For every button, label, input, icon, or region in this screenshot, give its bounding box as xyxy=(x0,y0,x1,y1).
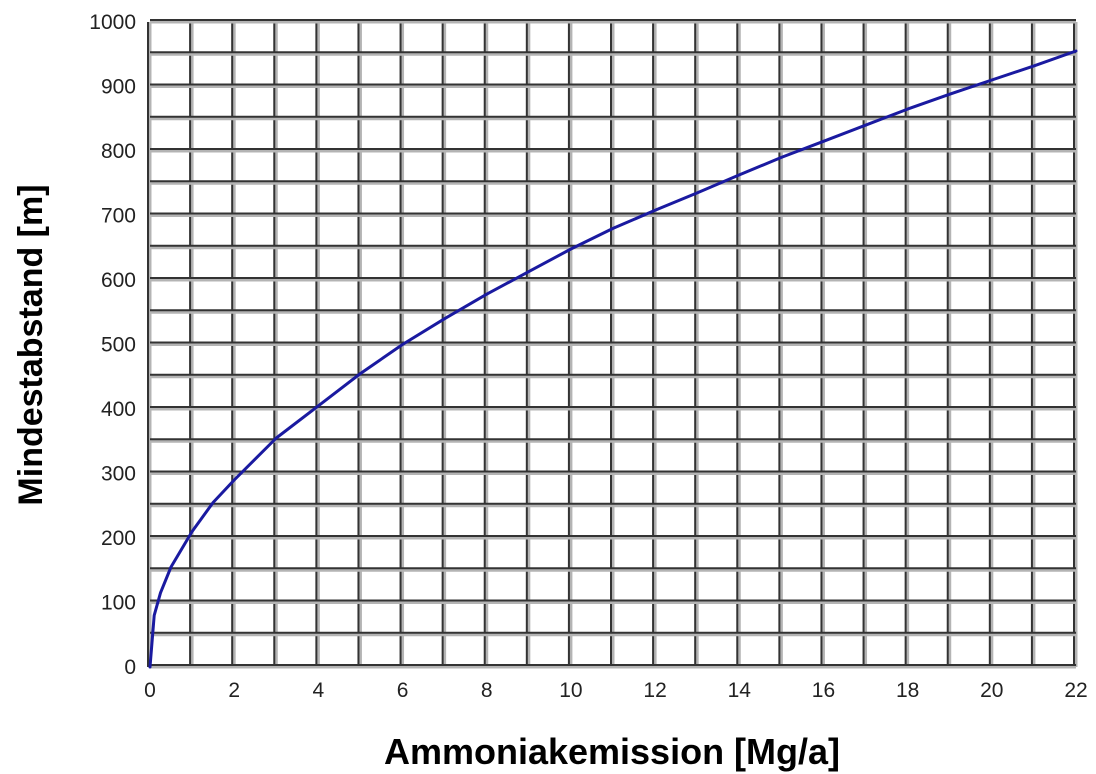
x-tick-label: 6 xyxy=(397,679,409,702)
x-tick-label: 14 xyxy=(728,679,752,702)
x-tick-label: 0 xyxy=(144,679,156,702)
x-tick-label: 8 xyxy=(481,679,493,702)
y-tick-label: 700 xyxy=(101,205,136,228)
x-tick-label: 16 xyxy=(812,679,835,702)
y-tick-label: 600 xyxy=(101,269,136,292)
x-tick-label: 10 xyxy=(559,679,582,702)
y-tick-label: 300 xyxy=(101,463,136,486)
y-tick-label: 900 xyxy=(101,76,136,99)
series-layer xyxy=(148,49,1078,669)
x-tick-label: 20 xyxy=(980,679,1003,702)
x-tick-label: 22 xyxy=(1064,679,1087,702)
y-tick-label: 200 xyxy=(101,527,136,550)
x-tick-label: 2 xyxy=(228,679,240,702)
y-tick-label: 1000 xyxy=(89,11,136,34)
x-tick-label: 18 xyxy=(896,679,919,702)
y-tick-label: 0 xyxy=(124,656,136,679)
x-tick-label: 4 xyxy=(313,679,325,702)
y-tick-label: 100 xyxy=(101,592,136,615)
x-tick-label: 12 xyxy=(643,679,666,702)
y-tick-label: 400 xyxy=(101,398,136,421)
x-axis-label: Ammoniakemission [Mg/a] xyxy=(384,731,840,772)
x-tick-labels: 0 2 4 6 8 10 12 14 16 18 20 22 xyxy=(144,679,1088,702)
grid xyxy=(147,19,1078,669)
y-tick-label: 500 xyxy=(101,334,136,357)
y-axis-label: Mindestabstand [m] xyxy=(12,184,50,505)
y-tick-labels: 0 100 200 300 400 500 600 700 800 900 1000 xyxy=(89,11,136,679)
y-tick-label: 800 xyxy=(101,140,136,163)
series-line-1 xyxy=(148,49,1078,669)
